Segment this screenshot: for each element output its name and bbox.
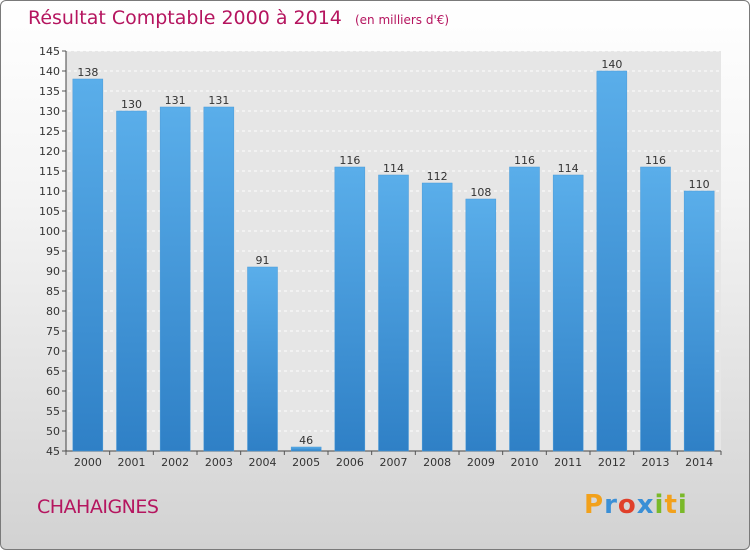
x-tick-label-2009: 2009 [467, 456, 495, 469]
y-tick-label: 100 [39, 225, 60, 238]
data-label-2007: 114 [383, 162, 404, 175]
x-tick-label-2006: 2006 [336, 456, 364, 469]
bar-2011 [552, 174, 584, 452]
x-tick-label-2001: 2001 [118, 456, 146, 469]
x-tick-label-2011: 2011 [554, 456, 582, 469]
y-tick-label: 120 [39, 145, 60, 158]
x-tick-label-2010: 2010 [511, 456, 539, 469]
y-tick-label: 85 [46, 285, 60, 298]
x-tick-label-2000: 2000 [74, 456, 102, 469]
commune-name: CHAHAIGNES [37, 496, 159, 518]
y-tick-label: 110 [39, 185, 60, 198]
y-tick-label: 95 [46, 245, 60, 258]
y-tick-label: 145 [39, 45, 60, 58]
data-label-2012: 140 [601, 58, 622, 71]
x-tick-label-2007: 2007 [380, 456, 408, 469]
data-label-2001: 130 [121, 98, 142, 111]
y-tick-label: 70 [46, 345, 60, 358]
x-tick-label-2002: 2002 [161, 456, 189, 469]
data-label-2011: 114 [558, 162, 579, 175]
data-label-2013: 116 [645, 154, 666, 167]
data-label-2010: 116 [514, 154, 535, 167]
data-label-2003: 131 [208, 94, 229, 107]
y-tick-label: 55 [46, 405, 60, 418]
y-tick-label: 105 [39, 205, 60, 218]
x-tick-label-2012: 2012 [598, 456, 626, 469]
x-tick-label-2003: 2003 [205, 456, 233, 469]
data-label-2014: 110 [689, 178, 710, 191]
bar-2001 [116, 110, 147, 452]
chart-title: Résultat Comptable 2000 à 2014 (en milli… [28, 7, 449, 29]
x-tick-label-2004: 2004 [249, 456, 277, 469]
x-tick-label-2014: 2014 [685, 456, 713, 469]
y-tick-label: 125 [39, 125, 60, 138]
y-tick-label: 65 [46, 365, 60, 378]
bar-2008 [421, 182, 453, 452]
logo-letter: t [664, 490, 678, 520]
bar-2004 [247, 266, 278, 452]
bar-2005 [290, 446, 322, 452]
bar-2007 [378, 174, 409, 452]
x-tick-label-2008: 2008 [423, 456, 451, 469]
data-label-2009: 108 [470, 186, 491, 199]
bar-2010 [509, 166, 540, 452]
bar-2012 [596, 70, 628, 452]
chart-title-main: Résultat Comptable 2000 à 2014 [28, 7, 342, 29]
logo-letter: o [617, 490, 637, 520]
bar-2000 [72, 78, 104, 452]
data-label-2006: 116 [339, 154, 360, 167]
data-label-2008: 112 [427, 170, 448, 183]
x-tick-label-2005: 2005 [292, 456, 320, 469]
y-tick-label: 45 [46, 445, 60, 458]
data-label-2005: 46 [299, 434, 313, 447]
bar-2014 [683, 190, 715, 452]
y-tick-label: 80 [46, 305, 60, 318]
y-tick-label: 60 [46, 385, 60, 398]
proxiti-logo: Proxiti [584, 490, 688, 520]
logo-letter: i [677, 490, 688, 520]
bar-2006 [334, 166, 366, 452]
y-tick-label: 50 [46, 425, 60, 438]
data-label-2000: 138 [77, 66, 98, 79]
logo-letter: P [584, 490, 605, 520]
logo-letter: i [654, 490, 665, 520]
y-tick-label: 75 [46, 325, 60, 338]
y-tick-label: 135 [39, 85, 60, 98]
y-tick-label: 115 [39, 165, 60, 178]
y-tick-label: 90 [46, 265, 60, 278]
y-tick-label: 140 [39, 65, 60, 78]
logo-letter: r [604, 490, 618, 520]
y-tick-label: 130 [39, 105, 60, 118]
logo-letter: x [636, 490, 655, 520]
data-label-2004: 91 [256, 254, 270, 267]
data-label-2002: 131 [165, 94, 186, 107]
bar-2002 [159, 106, 191, 452]
bar-2009 [465, 198, 497, 452]
x-tick-label-2013: 2013 [642, 456, 670, 469]
chart-title-unit: (en milliers d'€) [354, 13, 450, 27]
bar-2013 [640, 166, 671, 452]
bar-2003 [203, 106, 235, 452]
